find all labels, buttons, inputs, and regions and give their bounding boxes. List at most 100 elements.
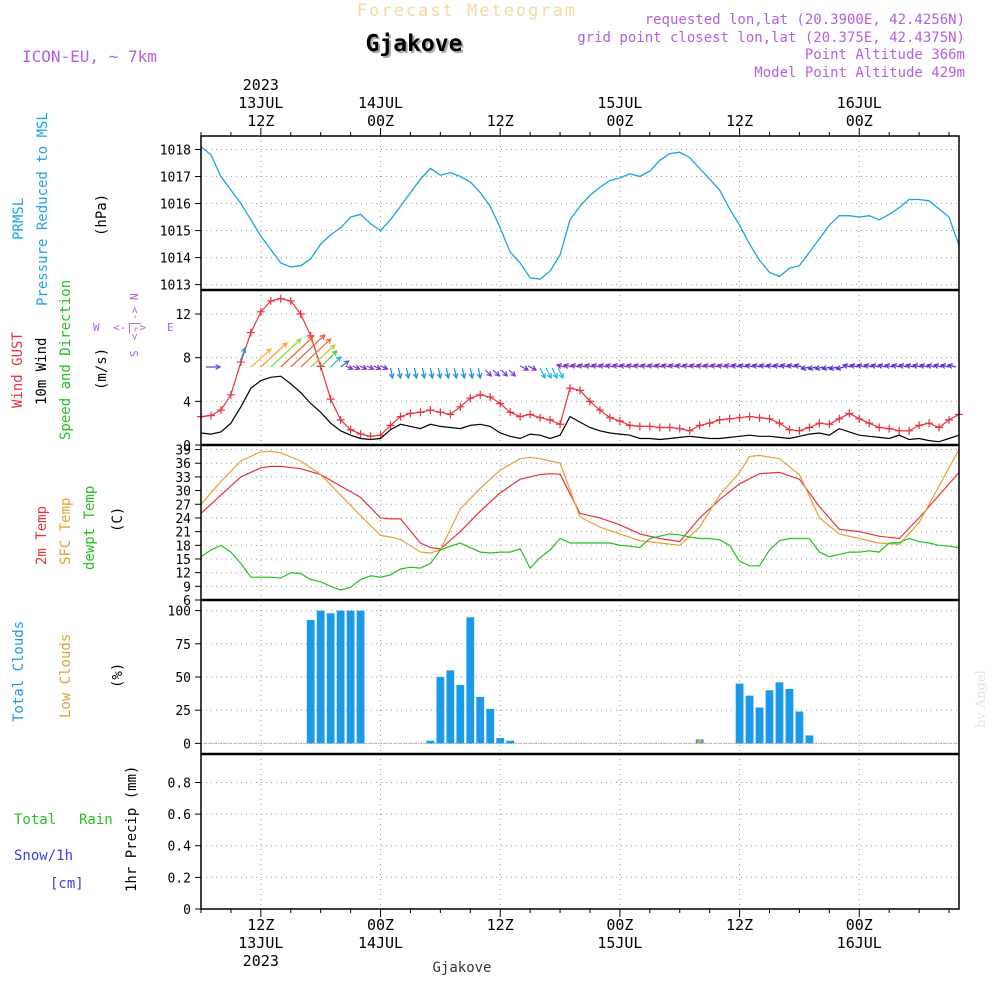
cloud-bar-total [446,670,455,744]
bottom-time-label: 00Z [367,916,394,934]
wind-arrow [737,363,747,369]
panels: 1013101410151016101710180481269121518212… [160,135,963,918]
wind-arrow [420,367,427,380]
wind-arrow [842,363,852,369]
bottom-time-label: 2023 [243,952,279,970]
precip-label-unit: [cm] [50,876,84,892]
wind-arrow [428,367,435,380]
cloud-bar-total [785,688,794,744]
bottom-time-label: 15JUL [597,934,642,952]
gust-marker [595,406,604,415]
wind-arrow [835,365,845,371]
gust-marker [905,426,914,435]
gust-marker [855,414,864,423]
wind-arrow [444,367,451,380]
wind-arrow [681,363,691,369]
gust-marker [346,425,355,434]
wind-arrow [730,363,740,369]
top-time-label: 14JUL [358,94,403,112]
gust-marker [566,384,575,393]
bottom-time-label: 12Z [247,916,274,934]
wind-arrow [695,363,705,369]
wind-arrow [758,363,768,369]
wind-arrow [320,350,338,368]
gust-marker [526,410,535,419]
wind-arrow [653,363,663,369]
wind-label-10m: 10m Wind [34,338,50,405]
model-point-altitude: Model Point Altitude 429m [754,65,965,81]
y-tick-label-temp: 24 [175,512,191,527]
y-tick-label-temp: 9 [183,580,191,595]
wind-arrow [821,365,831,371]
gust-marker [496,399,505,408]
wind-arrow [484,369,493,377]
cloud-labels: Total Clouds Low Clouds (%) [11,621,126,722]
gust-marker [695,421,704,430]
wind-arrow [366,364,375,371]
y-tick-label-clouds: 25 [175,704,191,719]
requested-coords: requested lon,lat (20.3900E, 42.4256N) [645,12,965,28]
cloud-bar-total [775,682,784,744]
gust-marker [925,419,934,428]
cloud-bar-total [805,735,814,744]
wind-arrow [373,364,382,371]
cloud-bar-total [466,617,475,744]
wind-arrow [519,365,530,371]
cloud-label-unit: (%) [110,663,126,688]
wind-arrow [290,334,326,368]
wind-arrow [310,344,336,368]
top-time-label: 00Z [606,112,633,130]
wind-arrow [476,367,483,380]
wind-arrow [772,363,782,369]
cloud-label-low: Low Clouds [58,634,74,718]
gust-marker [226,390,235,399]
gust-marker [745,412,754,421]
wind-arrow [270,338,302,368]
gust-marker [865,419,874,428]
wind-label-unit: (m/s) [94,348,110,390]
gust-marker [276,294,285,303]
y-tick-label-temp: 39 [175,444,191,459]
cloud-bar-total [306,619,315,744]
gust-marker [635,422,644,431]
top-time-label: 00Z [846,112,873,130]
wind-arrow [468,367,475,380]
cloud-bar-total [745,695,754,744]
wind-arrow [716,363,726,369]
wind-arrow [779,363,789,369]
gust-marker [556,420,565,429]
cloud-bar-total [496,738,505,744]
cloud-bar-total [755,707,764,744]
pressure-labels: PRMSL Pressure Reduced to MSL (hPa) [11,112,110,306]
y-tick-label-temp: 12 [175,567,191,582]
cloud-bar-total [735,683,744,744]
gust-marker [775,419,784,428]
wind-arrow [260,342,288,368]
cloud-label-total: Total Clouds [11,621,27,722]
precip-label-total: Total [14,812,56,828]
temp-label-dewpt: dewpt Temp [82,486,98,570]
gust-marker [406,409,415,418]
wind-arrow [883,363,894,369]
wind-arrow [412,367,419,380]
bottom-time-label: 16JUL [837,934,882,952]
wind-arrow [562,363,573,369]
gust-marker [476,390,485,399]
wind-arrow [890,363,901,369]
wind-arrow [618,363,629,369]
wind-arrow [897,363,908,369]
gust-marker [446,410,455,419]
y-tick-label-temp: 33 [175,471,191,486]
wind-arrow [508,369,517,377]
wind-arrow [500,369,509,377]
cloud-bar-total [316,610,325,744]
wind-arrow [352,364,361,371]
wind-arrow [340,360,350,368]
wind-arrow [786,363,796,369]
y-tick-label-clouds: 100 [168,605,191,620]
cloud-bar-total [765,690,774,744]
cloud-bar-total [506,740,515,744]
gust-marker [456,402,465,411]
top-time-label: 12Z [726,112,753,130]
